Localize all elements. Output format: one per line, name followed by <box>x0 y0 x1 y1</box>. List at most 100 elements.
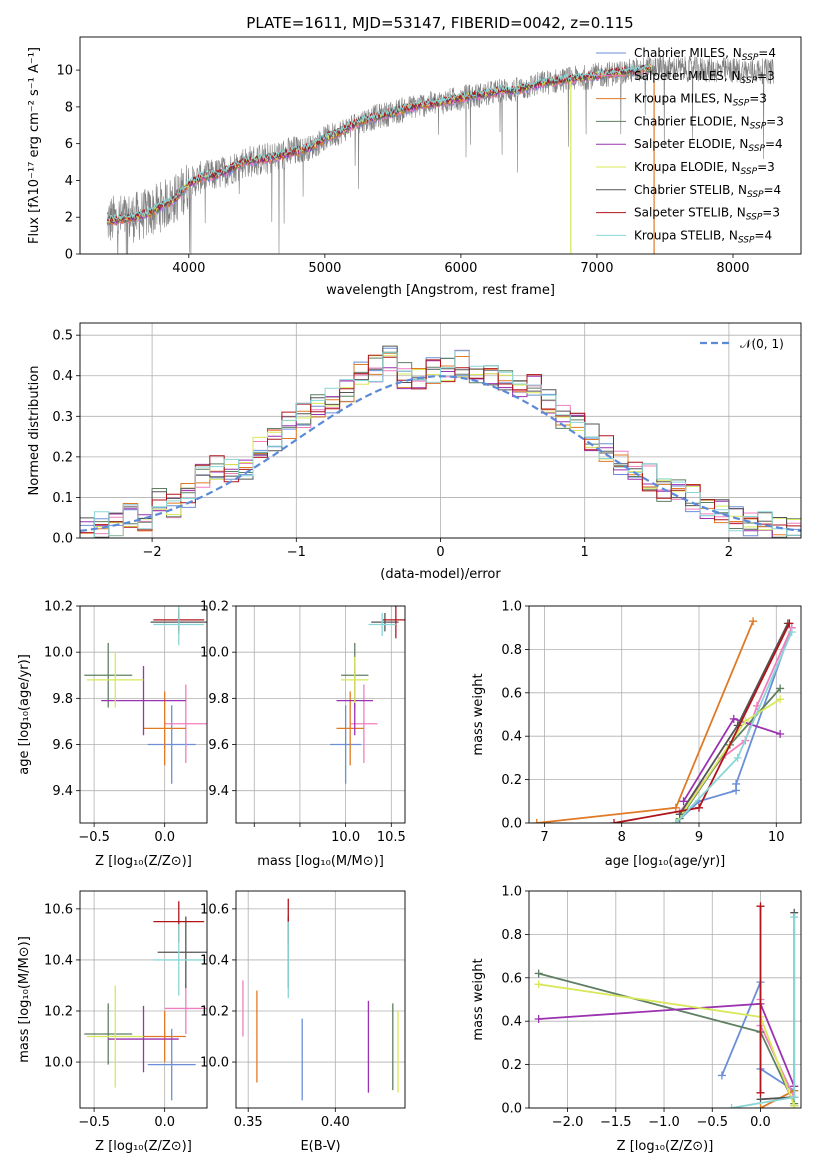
axes-frame <box>79 322 802 539</box>
x-axis-label: age [log₁₀(age/yr)] <box>605 854 726 869</box>
error-bar-point <box>330 705 362 784</box>
weight-marker <box>776 684 785 693</box>
weight-marker <box>785 619 794 628</box>
x-axis-label: E(B-V) <box>300 1139 340 1154</box>
x-tick-label: −1.5 <box>600 1115 632 1130</box>
x-tick-label: −0.5 <box>78 830 110 845</box>
legend-entry: Kroupa MILES, NSSP=3 <box>596 92 767 109</box>
model-spectrum-line <box>106 63 652 222</box>
x-tick-label: −2.0 <box>552 1115 584 1130</box>
weight-marker <box>534 980 543 989</box>
plot-area <box>80 345 801 538</box>
legend-label: Chabrier STELIB, NSSP=4 <box>634 183 781 200</box>
error-bar-point <box>153 606 205 646</box>
y-tick-label: 0.2 <box>501 1058 522 1073</box>
x-axis-label: (data-model)/error <box>380 567 501 582</box>
weight-marker <box>756 902 765 911</box>
x-tick-label: 0.0 <box>750 1115 771 1130</box>
x-tick-label: 0.40 <box>321 1115 350 1130</box>
error-bar-point <box>164 982 207 1034</box>
y-tick-label: 9.4 <box>52 784 73 799</box>
y-tick-label: 10.0 <box>200 646 229 661</box>
y-tick-label: 0.8 <box>501 643 522 658</box>
axes-frame <box>528 890 802 1109</box>
x-tick-label: 9 <box>695 830 703 845</box>
x-tick-label: 7000 <box>580 261 613 276</box>
y-tick-label: 10.0 <box>44 646 73 661</box>
model-spectrum-line <box>106 67 652 227</box>
y-tick-label: 10.4 <box>200 953 229 968</box>
weight-marker <box>610 819 618 823</box>
y-axis-label: age [log₁₀(age/yr)] <box>17 654 32 775</box>
legend-label: 𝒩(0, 1) <box>740 337 784 351</box>
y-tick-label: 10 <box>56 64 73 79</box>
panel-residuals: −2 −1 0 1 2 0.0 0.1 0.2 0.3 0.4 0.5 (data-model)/er… <box>27 322 802 582</box>
y-tick-label: 10.2 <box>44 600 73 615</box>
normal-curve-line <box>80 375 801 532</box>
y-tick-label: 0.2 <box>52 450 73 465</box>
y-tick-label: 0.4 <box>501 730 522 745</box>
x-tick-label: 0.0 <box>154 1115 175 1130</box>
legend-entry: Chabrier STELIB, NSSP=4 <box>596 183 781 200</box>
legend-label: Chabrier MILES, NSSP=4 <box>634 46 776 63</box>
x-tick-label: 5000 <box>308 261 341 276</box>
y-tick-label: 10.2 <box>200 1004 229 1019</box>
panel-age_vs_mass: 10.0 10.5 9.4 9.6 9.8 10.0 10.2 mass [log₁₀(M/M… <box>200 600 406 870</box>
weight-marker <box>532 819 541 823</box>
weight-marker <box>741 717 750 726</box>
y-tick-label: 0.5 <box>52 329 73 344</box>
weight-marker <box>671 819 680 823</box>
figure-title: PLATE=1611, MJD=53147, FIBERID=0042, z=0… <box>246 14 633 32</box>
panel-weight_vs_Z: −2.0 −1.5 −1.0 −0.5 0.0 0.0 0.2 0.4 0.6 0.8 1.0 Z [… <box>471 885 802 1154</box>
x-axis-label: wavelength [Angstrom, rest frame] <box>326 283 555 298</box>
x-tick-label: 6000 <box>444 261 477 276</box>
legend-label: Kroupa ELODIE, NSSP=3 <box>634 160 775 177</box>
x-tick-label: 7 <box>540 830 548 845</box>
y-axis-label: mass weight <box>471 673 486 755</box>
weight-marker <box>776 730 785 739</box>
y-tick-label: 0.3 <box>52 410 73 425</box>
legend-label: Salpeter ELODIE, NSSP=4 <box>634 137 783 154</box>
y-tick-label: 9.8 <box>52 692 73 707</box>
legend-label: Kroupa STELIB, NSSP=4 <box>634 228 772 245</box>
plot-area <box>534 902 799 1108</box>
y-tick-label: 10.2 <box>44 1004 73 1019</box>
legend-entry: Salpeter MILES, NSSP=3 <box>596 69 775 86</box>
weight-marker <box>733 753 742 762</box>
model-spectrum-line <box>106 66 652 226</box>
error-bar-point <box>382 606 405 639</box>
error-bar-point <box>371 612 399 632</box>
y-tick-label: 8 <box>65 100 73 115</box>
axes-frame <box>235 605 406 824</box>
histogram-step <box>80 350 801 538</box>
x-tick-label: 0.35 <box>234 1115 263 1130</box>
error-bar-point <box>84 642 133 708</box>
y-tick-label: 10.0 <box>200 1056 229 1071</box>
legend-label: Kroupa MILES, NSSP=3 <box>634 92 767 109</box>
weight-line <box>613 623 791 823</box>
y-tick-label: 10.0 <box>44 1056 73 1071</box>
y-tick-label: 9.4 <box>208 784 229 799</box>
error-bar-point <box>147 1028 196 1101</box>
weight-marker <box>749 617 758 626</box>
weight-marker <box>776 695 785 704</box>
error-bar-point <box>108 1005 179 1073</box>
weight-marker <box>787 628 796 637</box>
error-bar-point <box>368 612 396 637</box>
y-tick-label: 9.6 <box>208 738 229 753</box>
x-tick-label: 0 <box>436 545 444 560</box>
error-bar-point <box>164 684 207 763</box>
plot-area <box>532 617 796 823</box>
weight-line <box>675 698 781 823</box>
error-bar-point <box>84 1003 133 1065</box>
axes-frame <box>79 36 802 255</box>
error-bar-point <box>153 924 205 996</box>
weight-marker <box>790 913 799 922</box>
x-tick-label: 1 <box>581 545 589 560</box>
legend-entry: Chabrier ELODIE, NSSP=3 <box>596 114 784 131</box>
plot-area <box>106 55 775 254</box>
weight-marker <box>732 779 741 788</box>
weight-marker <box>790 1101 799 1108</box>
y-axis-label: mass weight <box>471 958 486 1040</box>
weight-line <box>536 620 754 823</box>
